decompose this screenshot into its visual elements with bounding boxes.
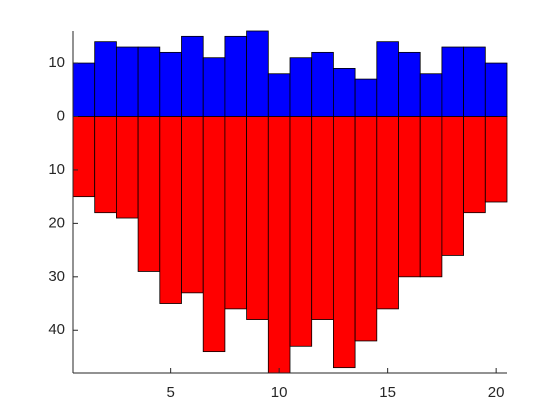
bar: [376, 41, 399, 117]
x-tick-label: 15: [379, 384, 396, 401]
bar: [419, 73, 443, 117]
bar: [72, 62, 96, 117]
bar: [332, 68, 356, 117]
bar: [311, 51, 334, 117]
bar: [354, 78, 378, 117]
bar: [116, 46, 139, 117]
bar: [72, 116, 96, 198]
bar: [463, 116, 486, 214]
x-tick-label: 10: [271, 384, 288, 401]
bar: [484, 116, 508, 203]
bar: [246, 30, 269, 117]
x-tick-label: 20: [488, 384, 505, 401]
bar: [246, 116, 269, 320]
bar: [441, 116, 464, 256]
y-tick-label: 0: [57, 107, 65, 124]
y-tick-label: 40: [48, 321, 65, 338]
bar: [116, 116, 139, 219]
bar: [463, 46, 486, 117]
bar: [94, 116, 117, 214]
bar: [289, 116, 313, 347]
bar: [159, 116, 182, 304]
bar: [94, 41, 117, 117]
y-tick-label: 20: [48, 214, 65, 231]
bar: [484, 62, 508, 117]
bar: [181, 116, 204, 294]
y-tick-label: 10: [48, 161, 65, 178]
bar: [354, 116, 378, 342]
bar: [137, 46, 161, 117]
bar: [137, 116, 161, 272]
bar: [202, 57, 226, 117]
bar: [419, 116, 443, 278]
y-tick-label: 10: [48, 54, 65, 71]
bar: [311, 116, 334, 320]
bar: [332, 116, 356, 369]
bar: [159, 51, 182, 117]
bar: [267, 116, 291, 374]
x-tick-label: 5: [166, 384, 174, 401]
bar: [376, 116, 399, 310]
bar: [289, 57, 313, 117]
y-tick-label: 30: [48, 268, 65, 285]
bar: [202, 116, 226, 353]
bar: [224, 35, 247, 117]
bar: [181, 35, 204, 117]
bar: [224, 116, 247, 310]
bar: [441, 46, 464, 117]
bar: [267, 73, 291, 117]
bar: [398, 116, 421, 278]
bar: [398, 51, 421, 117]
